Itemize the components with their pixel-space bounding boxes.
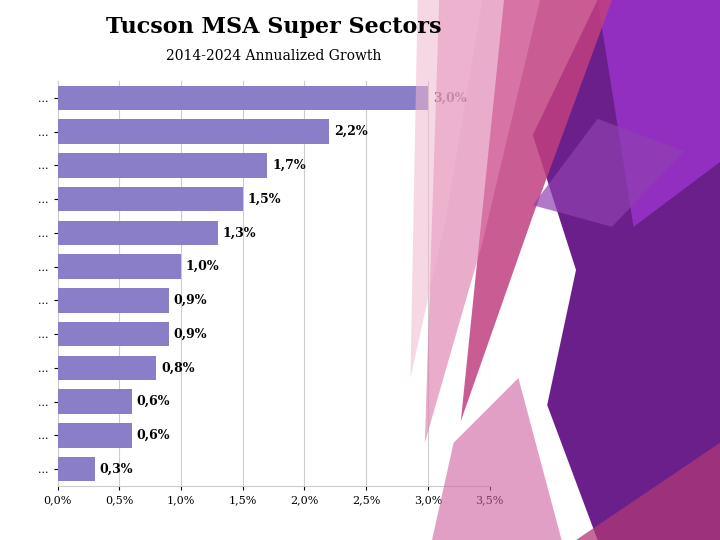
Bar	[58, 389, 132, 414]
Bar	[58, 187, 243, 211]
Bar	[58, 153, 267, 178]
Polygon shape	[461, 0, 612, 421]
Text: 2,2%: 2,2%	[334, 125, 368, 138]
Text: 1,0%: 1,0%	[186, 260, 220, 273]
Polygon shape	[533, 0, 720, 540]
Text: Tucson MSA Super Sectors: Tucson MSA Super Sectors	[106, 16, 441, 38]
Text: 2014-2024 Annualized Growth: 2014-2024 Annualized Growth	[166, 49, 382, 63]
Polygon shape	[410, 0, 482, 378]
Polygon shape	[425, 0, 540, 443]
Text: 1,3%: 1,3%	[223, 226, 256, 239]
Polygon shape	[598, 0, 720, 227]
Bar	[58, 457, 94, 481]
Bar	[58, 423, 132, 448]
Text: 3,0%: 3,0%	[433, 91, 467, 104]
Bar	[58, 221, 218, 245]
Text: 1,7%: 1,7%	[272, 159, 306, 172]
Polygon shape	[432, 378, 562, 540]
Bar	[58, 254, 181, 279]
Text: 0,6%: 0,6%	[137, 395, 170, 408]
Text: 0,9%: 0,9%	[174, 294, 207, 307]
Bar	[58, 356, 156, 380]
Bar	[58, 288, 168, 313]
Text: 0,9%: 0,9%	[174, 328, 207, 341]
Text: 1,5%: 1,5%	[248, 193, 282, 206]
Bar	[58, 86, 428, 110]
Text: 0,8%: 0,8%	[161, 361, 195, 374]
Bar	[58, 119, 329, 144]
Polygon shape	[468, 443, 720, 540]
Text: 0,6%: 0,6%	[137, 429, 170, 442]
Polygon shape	[533, 119, 684, 227]
Bar	[58, 322, 168, 346]
Text: 0,3%: 0,3%	[99, 463, 133, 476]
